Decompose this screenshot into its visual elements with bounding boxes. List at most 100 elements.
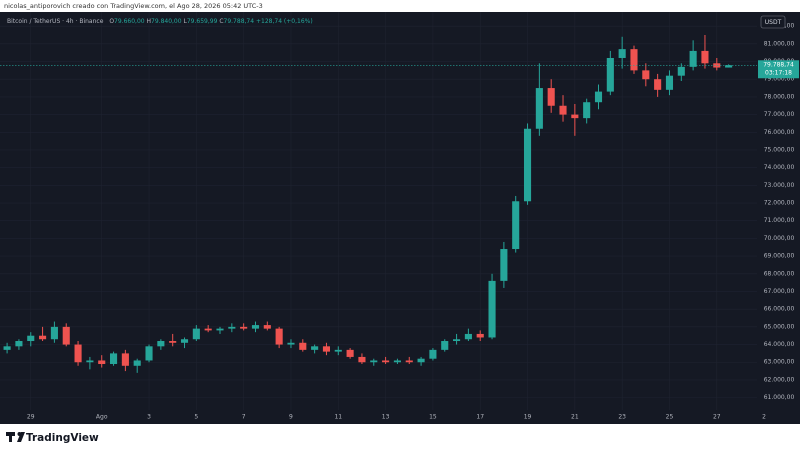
y-tick-label: 68.000,00 xyxy=(764,270,795,277)
candle-body xyxy=(500,249,508,281)
candle-body xyxy=(547,88,555,106)
candle-body xyxy=(393,360,401,363)
candle-body xyxy=(251,325,260,329)
candle-body xyxy=(476,333,484,338)
credit: nicolas_antiporovich creado con TradingV… xyxy=(4,2,263,10)
x-tick-label: 13 xyxy=(382,414,390,421)
x-tick-label: Ago xyxy=(96,414,108,421)
candles xyxy=(0,34,757,373)
candle-body xyxy=(405,360,413,363)
candle-body xyxy=(594,91,603,103)
y-tick-label: 67.000,00 xyxy=(764,288,795,295)
y-tick-label: 75.000,00 xyxy=(764,146,795,153)
last-price-box xyxy=(758,60,799,79)
candle-body xyxy=(192,328,200,340)
candle-body xyxy=(464,333,472,340)
candle-body xyxy=(642,70,650,80)
x-tick-label: 21 xyxy=(571,414,579,421)
candle-body xyxy=(665,75,674,90)
candle-body xyxy=(216,328,224,331)
candle-body xyxy=(311,346,319,350)
candle-body xyxy=(204,328,212,331)
candle-body xyxy=(535,88,543,129)
y-tick-label: 79.000,00 xyxy=(764,76,795,83)
ohlc-key: L xyxy=(184,18,188,25)
countdown: 03:17:18 xyxy=(765,69,792,76)
candle-body xyxy=(618,49,626,58)
x-tick-label: 7 xyxy=(242,414,246,421)
candle-body xyxy=(86,360,94,363)
candle-body xyxy=(630,49,638,71)
candle-body xyxy=(15,341,23,347)
candle-body xyxy=(275,328,283,345)
candle-body xyxy=(370,360,378,363)
candle-body xyxy=(654,79,662,90)
symbol-title: Bitcoin / TetherUS · 4h · Binance xyxy=(7,18,104,25)
candle-body xyxy=(583,102,591,119)
y-tick-label: 72.000,00 xyxy=(764,200,795,207)
candle-body xyxy=(39,335,47,340)
x-tick-label: 23 xyxy=(618,414,626,421)
ohlc-value: 79.840,00 xyxy=(151,18,182,25)
candle-body xyxy=(725,65,733,68)
candle-body xyxy=(180,339,189,343)
x-tick-label: 3 xyxy=(147,414,151,421)
change: +128,74 (+0,16%) xyxy=(256,18,313,25)
candle-body xyxy=(110,353,118,365)
y-tick-label: 74.000,00 xyxy=(764,164,795,171)
ohlc-value: 79.788,74 xyxy=(224,18,255,25)
currency[interactable]: USDT xyxy=(765,19,782,26)
candle-body xyxy=(689,50,697,67)
candle-body xyxy=(27,335,35,342)
y-tick-label: 66.000,00 xyxy=(764,306,795,313)
x-tick-label: 25 xyxy=(666,414,674,421)
y-tick-label: 71.000,00 xyxy=(764,217,795,224)
x-tick-label: 27 xyxy=(713,414,721,421)
y-tick-label: 77.000,00 xyxy=(764,111,795,118)
currency-box[interactable] xyxy=(760,15,786,29)
candle-body xyxy=(606,57,614,92)
candle-body xyxy=(358,356,366,363)
x-tick-label: 2 xyxy=(762,414,766,421)
y-tick-label: 69.000,00 xyxy=(764,253,795,260)
candle-body xyxy=(169,341,177,343)
candle-body xyxy=(429,349,437,359)
x-tick-label: 17 xyxy=(476,414,484,421)
candle-body xyxy=(334,349,342,352)
logo-dot xyxy=(17,432,22,436)
candle-body xyxy=(50,326,58,340)
y-tick-label: 76.000,00 xyxy=(764,129,795,136)
x-tick-label: 5 xyxy=(194,414,198,421)
x-tick-label: 29 xyxy=(27,414,35,421)
candle-body xyxy=(121,353,129,366)
y-tick-label: 62.000,00 xyxy=(764,376,795,383)
last-price-label: 79.788,74 xyxy=(763,61,794,68)
candle-body xyxy=(287,342,295,345)
candle-body xyxy=(3,346,11,350)
candle-body xyxy=(488,280,496,338)
candle-body xyxy=(453,339,461,342)
candle-body xyxy=(62,326,70,345)
ohlc-key: C xyxy=(219,18,223,25)
x-tick-label: 19 xyxy=(524,414,532,421)
y-tick-label: 61.000,00 xyxy=(764,394,795,401)
x-tick-label: 9 xyxy=(289,414,293,421)
y-tick-label: 78.000,00 xyxy=(764,93,795,100)
candle-body xyxy=(559,105,567,115)
ohlc-value: 79.660,00 xyxy=(114,18,145,25)
candle-body xyxy=(346,349,354,357)
candle-body xyxy=(240,326,248,329)
y-tick-label: 70.000,00 xyxy=(764,235,795,242)
candle-body xyxy=(512,201,520,250)
candle-body xyxy=(74,344,82,363)
ohlc-value: 79.659,99 xyxy=(187,18,218,25)
ohlc-key: O xyxy=(109,18,114,25)
y-tick-label: 65.000,00 xyxy=(764,323,795,330)
candle-body xyxy=(417,358,425,363)
candle-body xyxy=(322,346,331,352)
candle-body xyxy=(228,326,236,329)
brand-logo: TradingView xyxy=(6,432,99,444)
brand: TradingView xyxy=(26,432,99,444)
